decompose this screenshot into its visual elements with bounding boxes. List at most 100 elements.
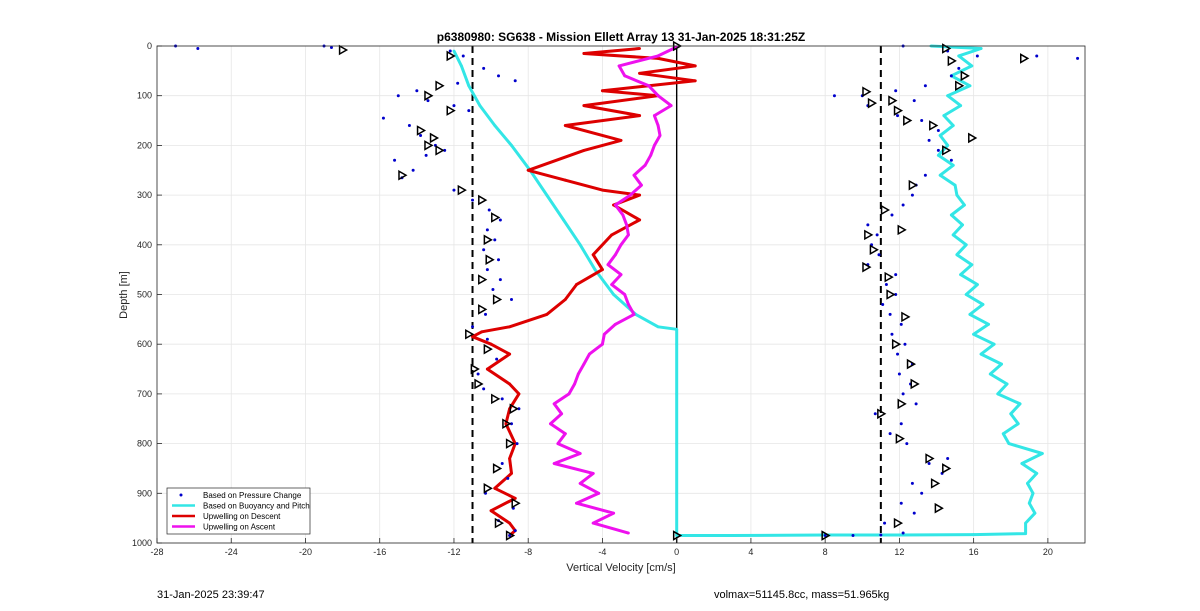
series-point (656, 124, 660, 127)
pressure-change-point (485, 337, 489, 341)
pressure-change-point (877, 253, 881, 257)
triangle-marker (470, 363, 480, 375)
triangle-marker (895, 433, 905, 444)
pressure-change-point (485, 228, 489, 232)
pressure-change-point (329, 45, 333, 49)
series-point (959, 273, 963, 277)
triangle-marker (672, 530, 683, 541)
series-point (573, 382, 576, 386)
triangle-marker (862, 261, 872, 273)
series-point (996, 392, 1000, 396)
pressure-change-point (884, 283, 888, 287)
pressure-change-point (910, 481, 914, 485)
x-tick-label: -4 (598, 547, 606, 557)
triangle-marker (960, 70, 970, 82)
series-point (582, 104, 586, 108)
legend: Based on Pressure Change Based on Buoyanc… (166, 487, 311, 535)
triangle-marker (446, 105, 456, 116)
series-point (951, 163, 955, 167)
pressure-change-point (495, 357, 499, 361)
series-point (669, 104, 673, 108)
series-point (946, 144, 950, 147)
pressure-change-point (949, 74, 953, 78)
footer-timestamp: 31-Jan-2025 23:39:47 (157, 589, 265, 601)
pressure-change-point (949, 158, 953, 162)
pressure-change-point (456, 81, 460, 85)
series-point (508, 382, 512, 386)
pressure-change-point (1035, 54, 1039, 58)
series-point (560, 412, 564, 416)
series-point (621, 213, 625, 217)
series-layer (174, 40, 1080, 541)
pressure-change-point (957, 66, 961, 70)
pressure-change-point (498, 278, 502, 282)
series-point (493, 124, 497, 127)
series-point (955, 193, 959, 197)
y-tick-label: 800 (137, 439, 152, 449)
x-tick-label: -8 (524, 547, 532, 557)
triangle-marker (416, 125, 427, 136)
y-tick-label: 500 (137, 290, 152, 300)
series-point (489, 509, 493, 513)
series-point (623, 293, 627, 296)
series-point (951, 233, 955, 237)
pressure-change-point (448, 49, 452, 53)
pressure-change-point (894, 273, 898, 277)
pressure-change-point (509, 422, 513, 426)
triangle-marker (505, 530, 516, 541)
pressure-change-point (500, 397, 504, 401)
series-point (601, 342, 604, 346)
legend-box (166, 487, 311, 535)
pressure-change-point (883, 521, 887, 525)
pressure-change-point (484, 312, 488, 316)
series-point (675, 342, 679, 346)
series-point (936, 153, 940, 157)
series-point (601, 89, 604, 93)
series-point (591, 472, 595, 475)
series-point (610, 283, 614, 286)
pressure-change-point (890, 332, 894, 336)
series-point (563, 124, 567, 127)
series-point (972, 332, 976, 336)
series-point (513, 496, 517, 500)
series-point (1026, 481, 1029, 485)
pressure-change-point (500, 461, 504, 465)
series-point (582, 148, 586, 152)
triangle-marker (947, 55, 957, 67)
series-point (602, 332, 606, 336)
y-tick-label: 200 (137, 140, 152, 150)
series-point (1033, 511, 1037, 515)
series-point (627, 531, 630, 535)
series-point (612, 511, 615, 515)
x-tick-label: 12 (894, 547, 904, 557)
series-point (1027, 501, 1031, 505)
series-point (964, 293, 968, 296)
pressure-change-point (498, 218, 502, 222)
pressure-change-point (936, 128, 940, 132)
series-point (588, 352, 591, 356)
series-point (614, 253, 617, 257)
series-point (975, 283, 979, 286)
series-point (619, 273, 623, 277)
pressure-change-point (896, 352, 900, 356)
triangle-marker (429, 132, 440, 144)
series-point (942, 114, 946, 117)
series-point (675, 534, 679, 537)
pressure-change-point (894, 89, 898, 93)
pressure-change-point (461, 54, 465, 58)
triangle-marker (908, 179, 918, 191)
series-point (575, 283, 578, 286)
pressure-change-point (471, 198, 475, 202)
triangle-marker (880, 204, 891, 216)
series-point (632, 312, 636, 316)
triangle-marker (398, 169, 408, 181)
pressure-change-point (927, 461, 931, 465)
pressure-change-point (471, 325, 475, 329)
triangle-marker (511, 497, 521, 509)
pressure-change-point (506, 476, 510, 480)
series-point (988, 372, 992, 376)
pressure-change-point (903, 342, 907, 346)
y-tick-label: 600 (137, 339, 152, 349)
series-point (693, 64, 697, 68)
triangle-marker (424, 90, 434, 101)
